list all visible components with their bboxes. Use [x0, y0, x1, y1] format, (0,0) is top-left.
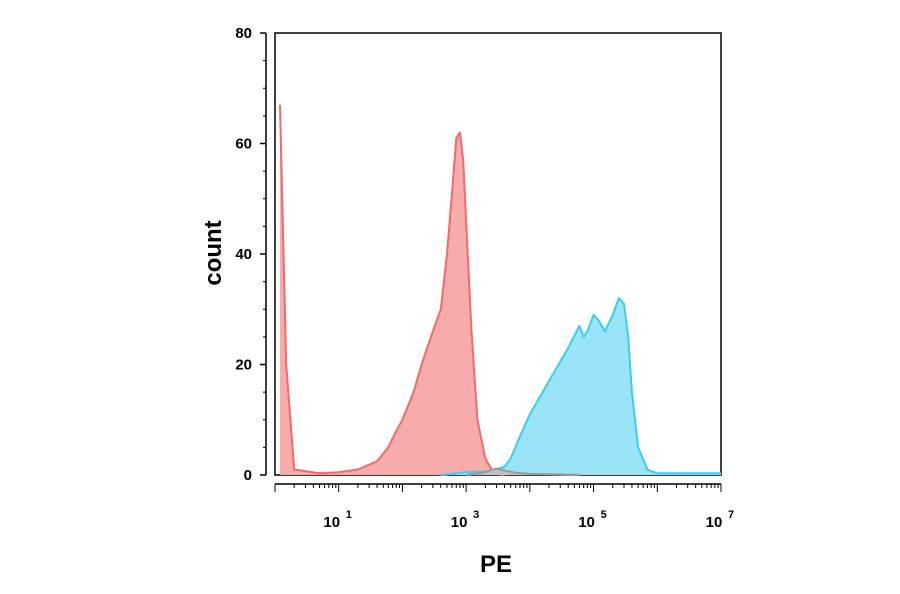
- x-tick-exponent: 3: [473, 509, 479, 521]
- x-tick-exponent: 1: [346, 509, 352, 521]
- series-3-line: [465, 467, 580, 476]
- series-2-line: [440, 297, 721, 476]
- series-1-line: [279, 104, 505, 476]
- x-axis: 10 1 10 3 10 5 10 7: [274, 483, 734, 531]
- series-1-area: [280, 104, 505, 476]
- x-tick-label: 10: [451, 514, 468, 531]
- x-tick-exponent: 7: [728, 509, 734, 521]
- y-axis-title: count: [200, 220, 227, 285]
- y-tick-label: 80: [235, 25, 252, 42]
- x-tick-label: 10: [706, 514, 723, 531]
- y-tick-label: 0: [244, 467, 252, 484]
- y-tick-label: 60: [235, 136, 252, 153]
- plot-border: [274, 32, 722, 476]
- x-tick-exponent: 5: [601, 509, 607, 521]
- plot-frame: [274, 32, 722, 476]
- y-tick-label: 40: [235, 246, 252, 263]
- y-tick-label: 20: [235, 357, 252, 374]
- series-layer: [279, 104, 721, 476]
- series-2-area: [440, 298, 721, 475]
- y-axis: 0 20 40 60 80: [235, 25, 267, 484]
- x-tick-label: 10: [323, 514, 340, 531]
- x-tick-label: 10: [578, 514, 595, 531]
- x-axis-title: PE: [480, 551, 512, 578]
